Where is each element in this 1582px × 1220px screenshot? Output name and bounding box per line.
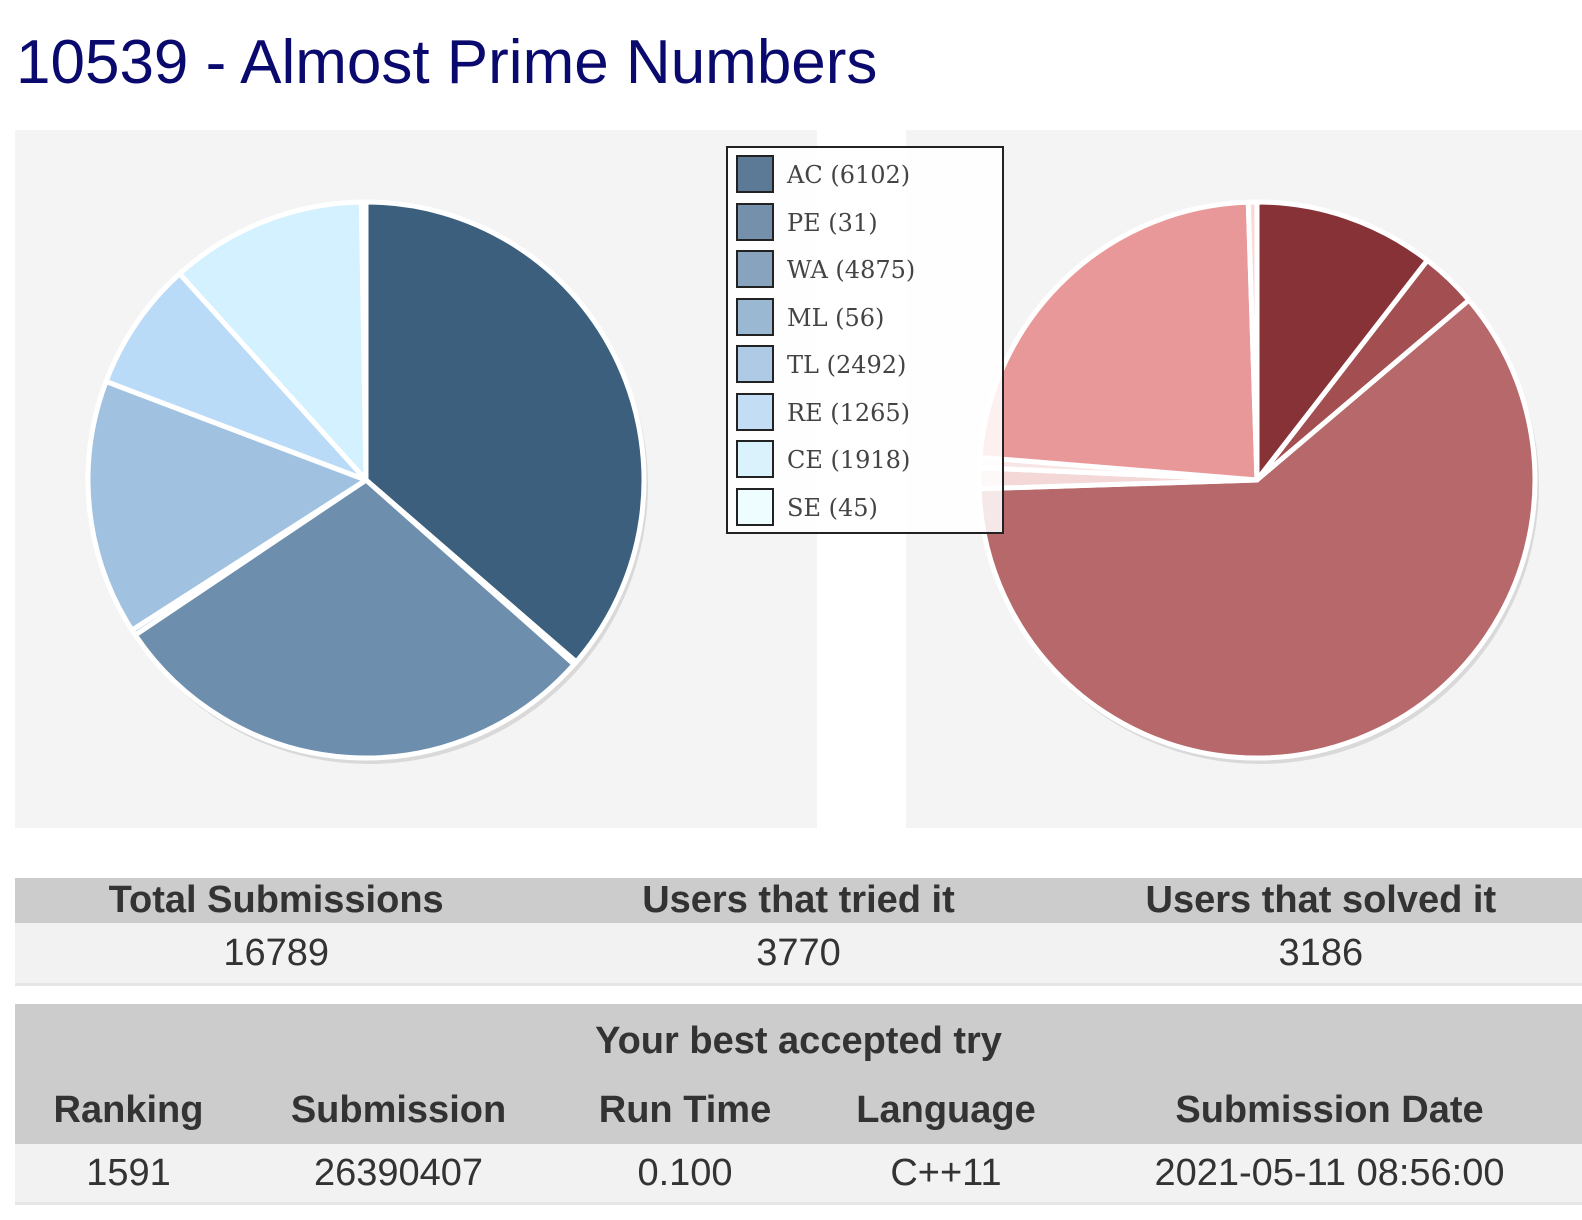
users-slice-6 [977,199,1260,483]
best-try-caption-row: Your best accepted try [15,1004,1582,1076]
legend-label: PE (31) [787,208,878,237]
users-pie-svg [976,199,1539,764]
legend-label: TL (2492) [787,351,907,379]
best-try-row: 1591 26390407 0.100 C++11 2021-05-11 08:… [15,1144,1582,1205]
submission-date-header: Submission Date [1077,1076,1582,1144]
legend-label: WA (4875) [787,256,916,284]
users-slice-1 [1254,199,1430,483]
legend-swatch [736,155,774,193]
users-slice-7 [1245,199,1260,483]
submission-date-value: 2021-05-11 08:56:00 [1077,1144,1582,1205]
users-tried-header: Users that tried it [537,878,1060,923]
users-slice-3 [976,297,1538,761]
best-try-header-row: Ranking Submission Run Time Language Sub… [15,1076,1582,1144]
submissions-slice-ac [363,199,647,665]
total-submissions-value: 16789 [15,923,538,986]
legend-swatch [736,250,774,288]
submissions-slice-tl [85,378,369,633]
users-solved-header: Users that solved it [1059,878,1582,923]
legend-swatch [736,202,774,241]
ranking-header: Ranking [15,1076,242,1144]
run-time-header: Run Time [555,1076,815,1144]
legend-label: RE (1265) [787,398,911,427]
users-pie-chart [906,130,1582,828]
submissions-pie-chart [15,130,817,828]
submissions-slice-re [103,271,369,483]
legend-swatch [736,297,774,336]
legend-label: CE (1918) [787,446,911,474]
stats-table: Total Submissions Users that tried it Us… [15,878,1582,986]
submissions-pie-svg [85,199,648,764]
legend-swatch [736,487,774,526]
ranking-value: 1591 [15,1144,242,1205]
legend-label: ML (56) [787,303,885,332]
users-solved-value: 3186 [1059,923,1582,986]
run-time-value: 0.100 [555,1144,815,1205]
page-title: 10539 - Almost Prime Numbers [16,28,878,97]
legend-label: AC (6102) [787,161,911,189]
total-submissions-header: Total Submissions [15,878,538,923]
users-tried-value: 3770 [537,923,1060,986]
submissions-slice-ce [177,199,369,483]
chart-legend: AC (6102) PE (31) WA (4875) ML (56) TL (2492… [726,146,1004,534]
legend-label: SE (45) [787,493,878,522]
best-try-table: Your best accepted try Ranking Submissio… [15,1004,1582,1205]
stats-value-row: 16789 3770 3186 [15,923,1582,986]
submission-link[interactable]: 26390407 [242,1144,555,1205]
legend-swatch [736,345,774,383]
submissions-slice-se [358,199,369,483]
legend-swatch [736,392,774,431]
submission-header: Submission [242,1076,555,1144]
language-header: Language [815,1076,1077,1144]
language-value: C++11 [815,1144,1077,1205]
legend-swatch [736,440,774,478]
submissions-slice-wa [132,477,577,761]
stats-header-row: Total Submissions Users that tried it Us… [15,878,1582,923]
best-try-caption: Your best accepted try [15,1004,1582,1076]
